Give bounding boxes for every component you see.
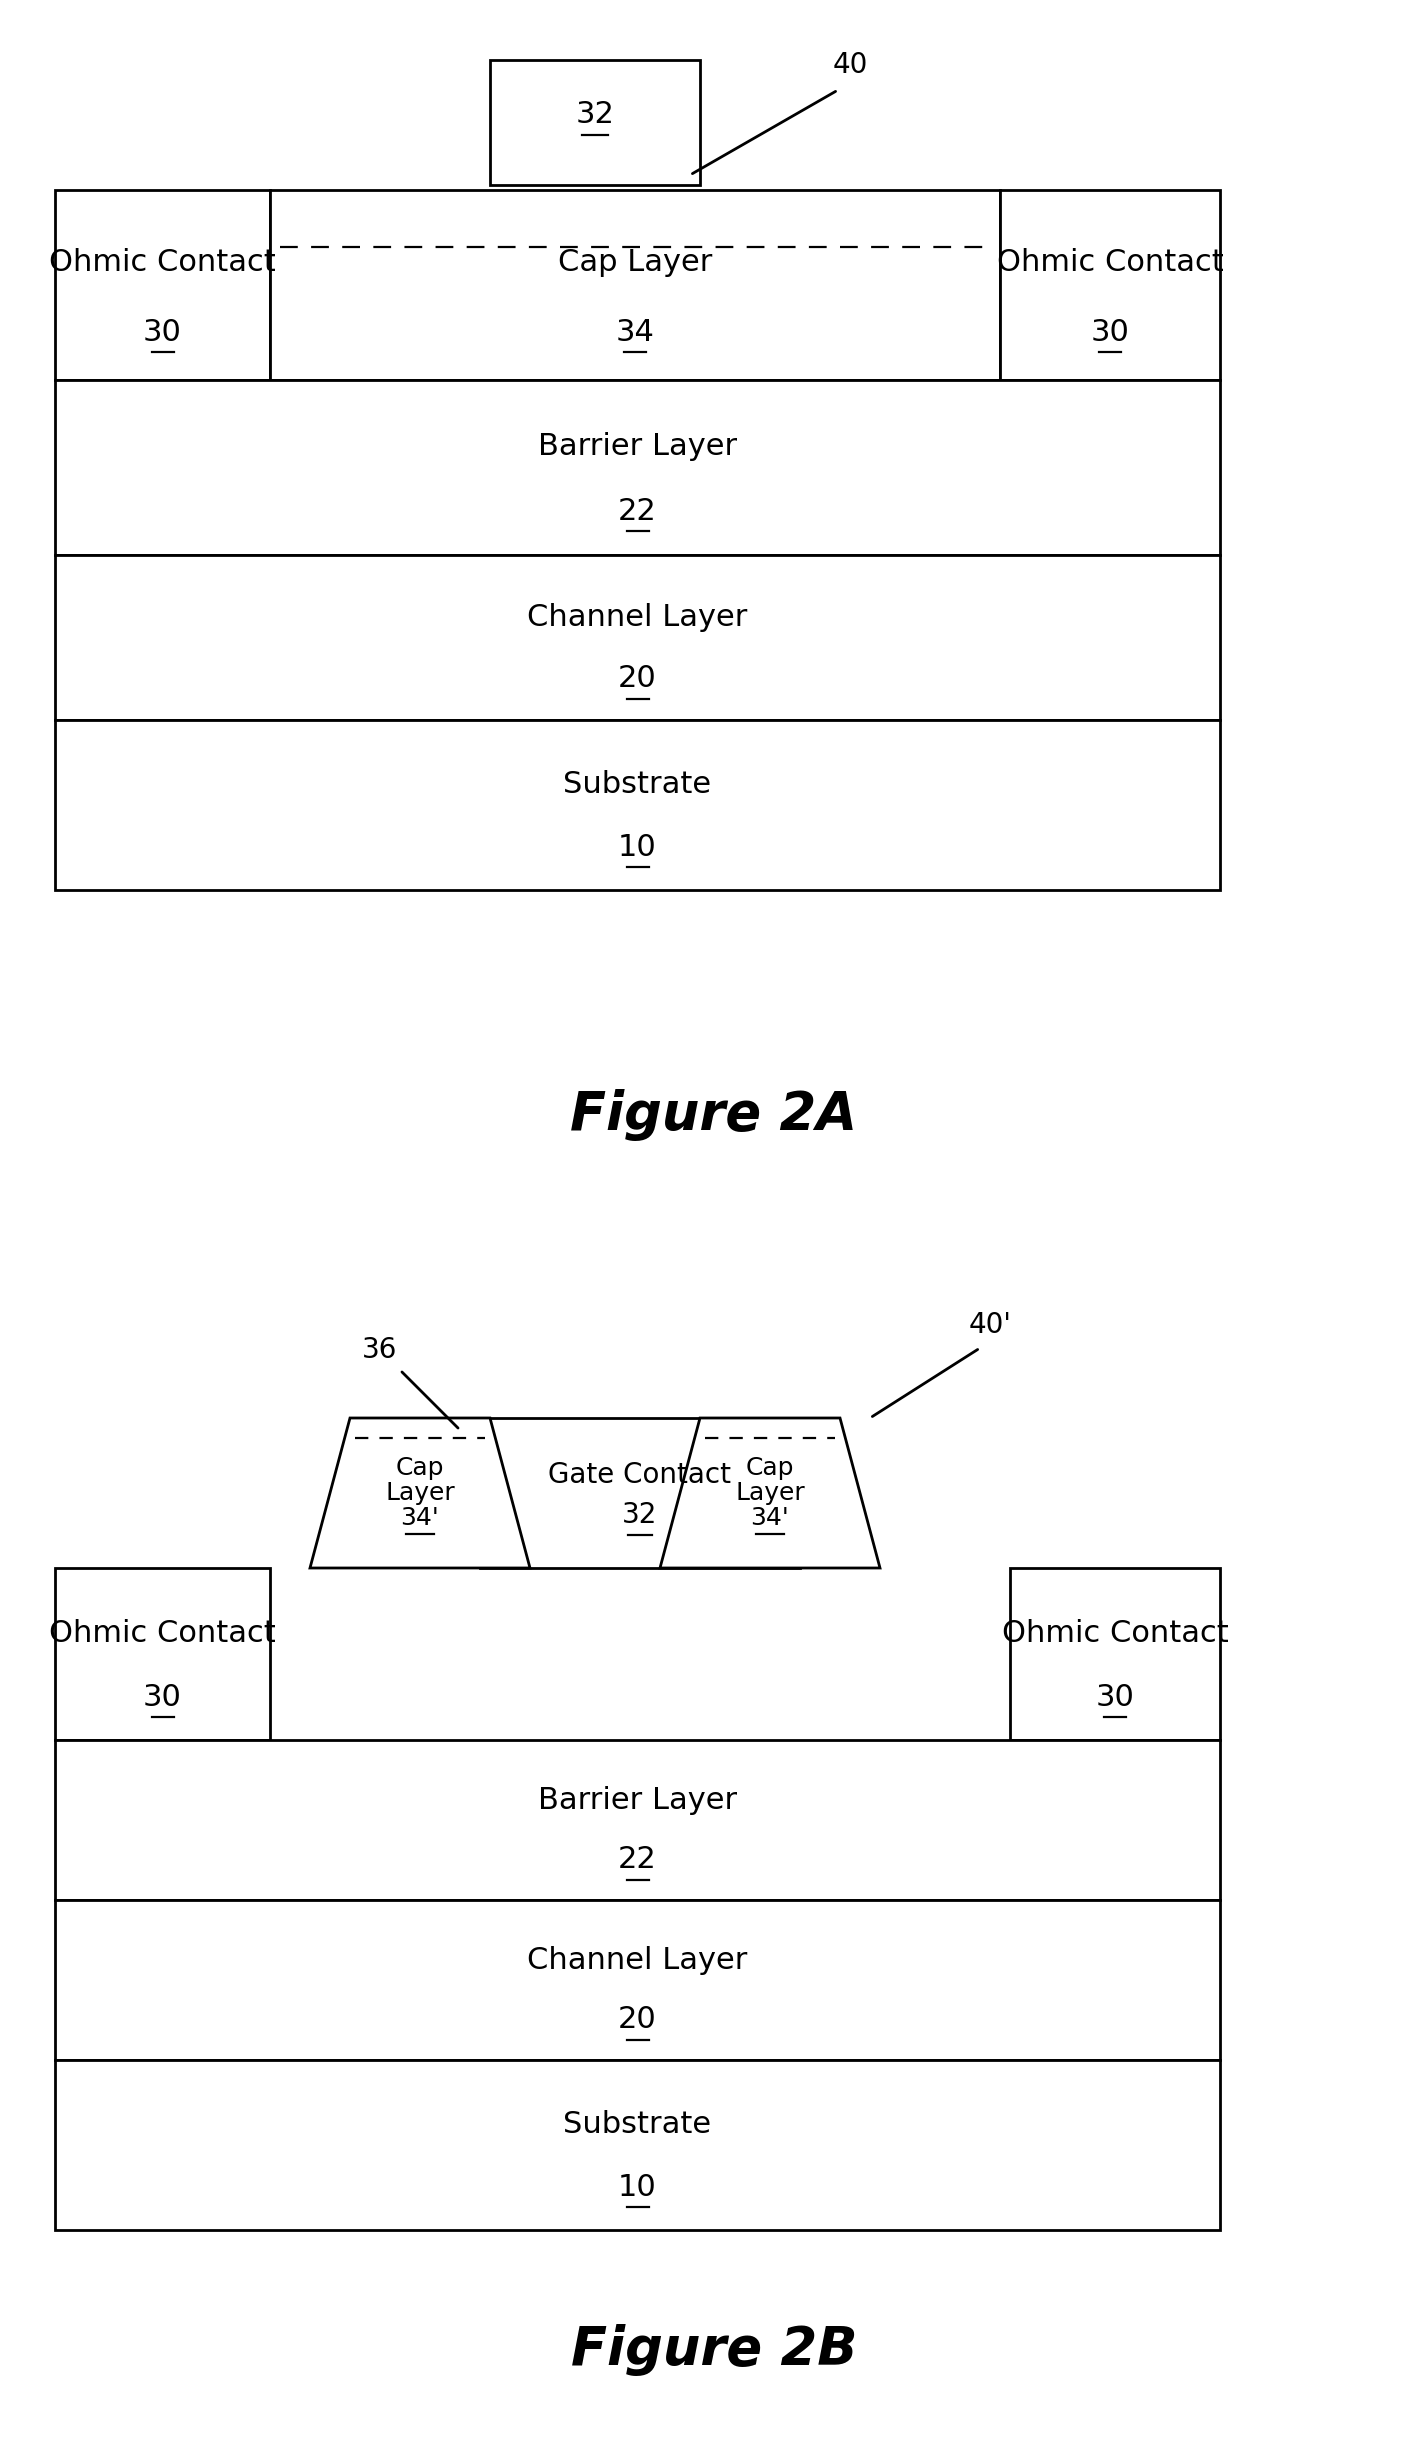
Text: 22: 22 bbox=[618, 497, 657, 527]
Text: 10: 10 bbox=[618, 2173, 657, 2203]
Bar bbox=[1010, 1568, 1220, 1740]
Text: Figure 2B: Figure 2B bbox=[571, 2325, 857, 2376]
Bar bbox=[56, 720, 1220, 889]
Text: Ohmic Contact: Ohmic Contact bbox=[49, 1619, 276, 1649]
Bar bbox=[56, 556, 1220, 720]
Text: Layer: Layer bbox=[735, 1480, 805, 1504]
Text: 30: 30 bbox=[143, 318, 181, 348]
Text: 10: 10 bbox=[618, 833, 657, 862]
Polygon shape bbox=[310, 1419, 530, 1568]
Bar bbox=[56, 380, 1220, 556]
Text: Channel Layer: Channel Layer bbox=[527, 603, 748, 632]
Bar bbox=[56, 191, 270, 380]
Text: Layer: Layer bbox=[386, 1480, 456, 1504]
Text: Barrier Layer: Barrier Layer bbox=[538, 431, 737, 461]
Text: 34': 34' bbox=[751, 1507, 790, 1531]
Bar bbox=[480, 1419, 800, 1568]
Text: 22: 22 bbox=[618, 1845, 657, 1874]
Text: Substrate: Substrate bbox=[564, 769, 711, 799]
Text: Cap: Cap bbox=[396, 1455, 444, 1480]
Bar bbox=[1000, 191, 1220, 380]
Bar bbox=[56, 1901, 1220, 2060]
Text: Substrate: Substrate bbox=[564, 2109, 711, 2139]
Text: Ohmic Contact: Ohmic Contact bbox=[997, 247, 1224, 277]
Text: Figure 2A: Figure 2A bbox=[570, 1088, 858, 1142]
Text: 40': 40' bbox=[968, 1311, 1011, 1340]
Bar bbox=[56, 2060, 1220, 2230]
Text: 20: 20 bbox=[618, 2007, 657, 2034]
Bar bbox=[56, 1568, 270, 1740]
Text: Channel Layer: Channel Layer bbox=[527, 1945, 748, 1975]
Text: 30: 30 bbox=[1095, 1683, 1134, 1713]
Text: 36: 36 bbox=[363, 1335, 397, 1365]
Text: Gate Contact: Gate Contact bbox=[548, 1460, 731, 1490]
Text: 32: 32 bbox=[623, 1502, 658, 1529]
Text: 30: 30 bbox=[143, 1683, 181, 1713]
Bar bbox=[270, 191, 1000, 380]
Text: 34: 34 bbox=[615, 318, 654, 348]
Text: 40: 40 bbox=[833, 51, 868, 78]
Text: 34': 34' bbox=[401, 1507, 440, 1531]
Bar bbox=[56, 1740, 1220, 1901]
Polygon shape bbox=[660, 1419, 880, 1568]
Text: Cap: Cap bbox=[745, 1455, 794, 1480]
Text: Ohmic Contact: Ohmic Contact bbox=[1001, 1619, 1228, 1649]
Text: 20: 20 bbox=[618, 664, 657, 693]
Text: Ohmic Contact: Ohmic Contact bbox=[49, 247, 276, 277]
Bar bbox=[490, 59, 700, 186]
Text: Barrier Layer: Barrier Layer bbox=[538, 1786, 737, 1815]
Text: 32: 32 bbox=[575, 100, 614, 130]
Text: 30: 30 bbox=[1091, 318, 1130, 348]
Text: Cap Layer: Cap Layer bbox=[558, 247, 713, 277]
